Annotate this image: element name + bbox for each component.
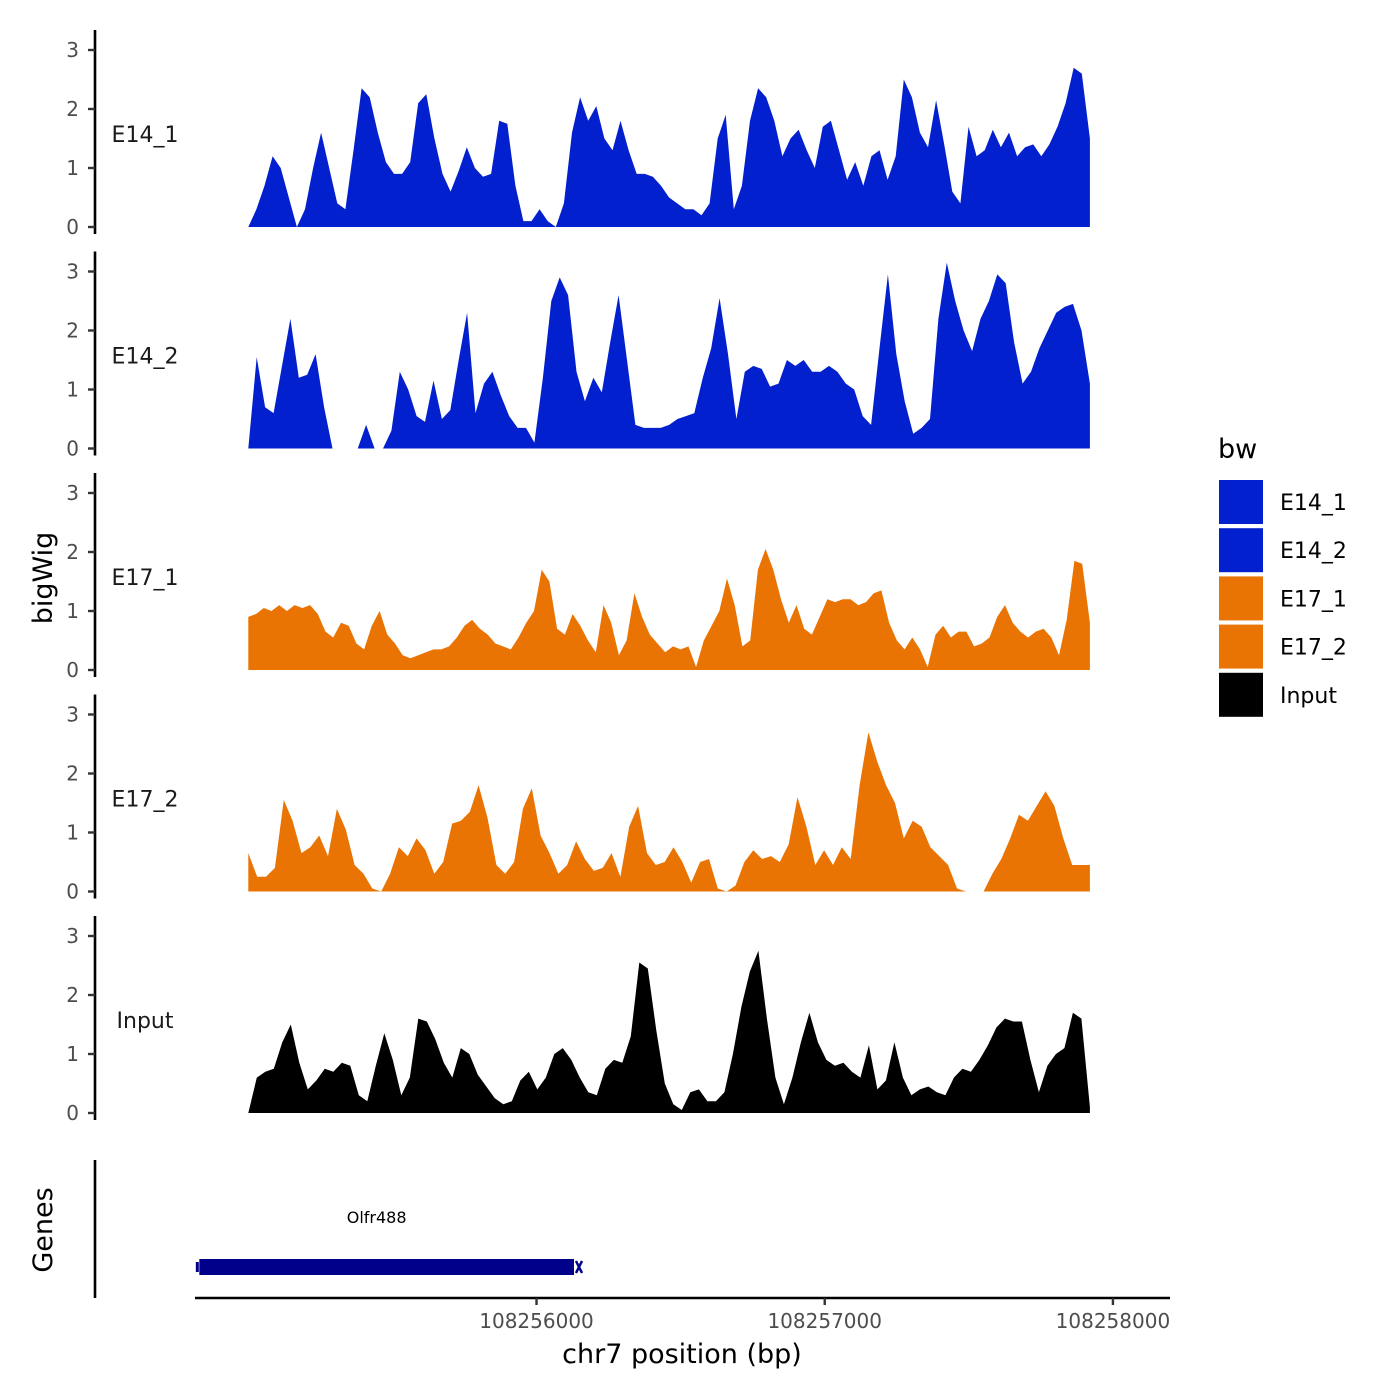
y-axis-title: bigWig [28,532,59,625]
y-tick-label: 1 [66,599,79,623]
track-label: E14_1 [112,123,179,148]
y-tick-label: 0 [66,437,79,461]
y-tick-label: 2 [66,97,79,121]
track-Input: 0 1 2 3 Input [66,916,1090,1125]
track-panels: 0 1 2 3 E14_1 0 1 2 3 E14_2 0 1 2 3 E17_1 0 1 2 3 E17_2 0 1 2 3… [66,30,1090,1125]
y-tick-label: 1 [66,821,79,845]
track-E14_1: 0 1 2 3 E14_1 [66,30,1090,239]
track-E14_2: 0 1 2 3 E14_2 [66,251,1090,461]
track-label: E14_2 [112,345,179,370]
track-label: E17_2 [112,788,179,813]
y-tick-label: 1 [66,1042,79,1066]
legend-item-E14_2: E14_2 [1219,528,1347,573]
y-tick-label: 0 [66,1101,79,1125]
genes-panel: Olfr488 [93,1160,584,1298]
y-tick-label: 3 [66,260,79,284]
coverage-area-Input [248,950,1090,1113]
y-tick-label: 1 [66,378,79,402]
y-tick-label: 2 [66,319,79,343]
legend-item-E14_1: E14_1 [1219,480,1347,524]
legend-item-Input: Input [1219,672,1337,717]
coverage-area-E17_2 [248,732,1090,892]
gene-label: Olfr488 [347,1208,407,1227]
x-axis-title: chr7 position (bp) [562,1339,802,1370]
legend-swatch [1219,672,1263,717]
legend-label: Input [1280,684,1337,709]
track-E17_1: 0 1 2 3 E17_1 [66,473,1090,682]
y-tick-label: 2 [66,983,79,1007]
legend-title: bw [1218,434,1257,465]
legend-swatch [1219,480,1263,524]
legend-label: E17_2 [1280,636,1347,661]
y-tick-label: 3 [66,38,79,62]
legend-items: E14_1 E14_2 E17_1 E17_2 Input [1219,480,1347,717]
y-tick-label: 2 [66,762,79,786]
legend: bw E14_1 E14_2 E17_1 E17_2 Input [1218,434,1347,717]
y-tick-label: 3 [66,481,79,505]
track-E17_2: 0 1 2 3 E17_2 [66,694,1090,904]
legend-swatch [1219,528,1263,573]
coverage-area-E14_1 [248,67,1090,227]
legend-label: E17_1 [1280,587,1347,612]
x-tick-label: 108257000 [767,1309,882,1333]
legend-swatch [1219,576,1263,621]
legend-swatch [1219,624,1263,669]
y-tick-label: 3 [66,924,79,948]
y-tick-label: 2 [66,540,79,564]
y-tick-label: 0 [66,215,79,239]
gene-end-marker [574,1260,584,1274]
y-tick-label: 0 [66,658,79,682]
legend-label: E14_2 [1280,539,1347,564]
x-tick-label: 108256000 [479,1309,594,1333]
track-label: Input [117,1009,174,1034]
legend-item-E17_2: E17_2 [1219,624,1347,669]
gene-body[interactable] [199,1259,574,1275]
x-tick-label: 108258000 [1056,1309,1171,1333]
y-tick-label: 3 [66,703,79,727]
legend-label: E14_1 [1280,491,1347,516]
track-label: E17_1 [112,566,179,591]
y-tick-label: 1 [66,156,79,180]
coverage-area-E14_2 [248,262,1090,449]
coverage-area-E17_1 [248,549,1090,670]
y-tick-label: 0 [66,880,79,904]
legend-item-E17_1: E17_1 [1219,576,1347,621]
x-axis: 108256000 108257000 108258000 [195,1296,1171,1333]
genes-panel-title: Genes [28,1187,59,1272]
